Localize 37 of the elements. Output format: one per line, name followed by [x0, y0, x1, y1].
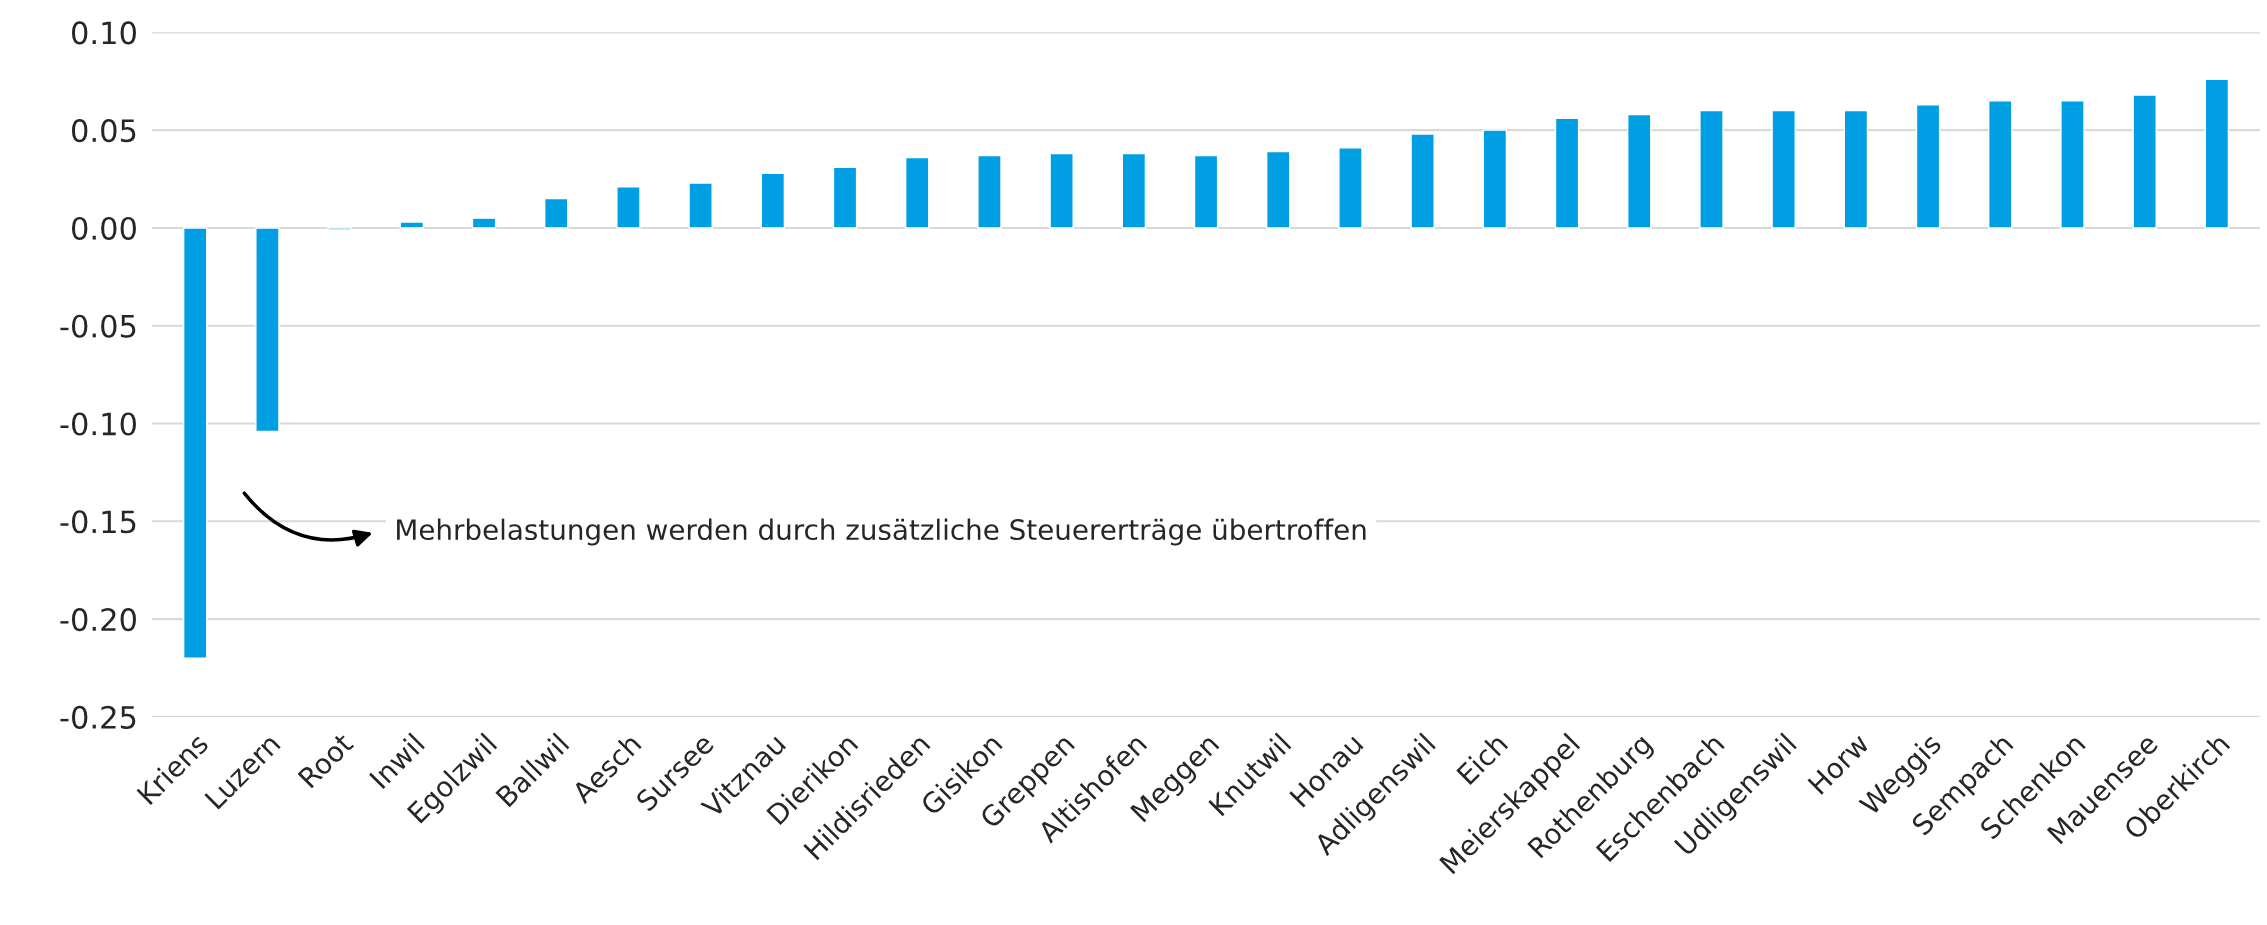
y-tick-label: -0.10: [60, 412, 136, 436]
bar: [1265, 150, 1291, 229]
bar: [543, 197, 569, 229]
bar: [1482, 129, 1508, 229]
y-tick-label: 0.00: [71, 216, 136, 240]
bar: [2060, 100, 2085, 229]
annotation: Mehrbelastungen werden durch zusätzliche Steuererträge übertroffen: [397, 518, 1366, 546]
bar: [904, 156, 930, 229]
bar: [471, 217, 497, 229]
bar: [182, 227, 208, 659]
bar: [399, 221, 425, 229]
bar: [1988, 100, 2013, 229]
bar: [1410, 133, 1435, 229]
bar: [1554, 117, 1580, 229]
y-tick-label: -0.20: [60, 608, 136, 632]
y-tick-label: 0.05: [71, 119, 136, 143]
bar: [688, 182, 713, 229]
bar: [1338, 147, 1363, 229]
bar: [1771, 109, 1796, 229]
y-tick-label: 0.10: [71, 21, 136, 45]
bar: [1699, 109, 1724, 229]
bar: [1627, 113, 1652, 229]
bar: [1193, 154, 1219, 229]
bar: [1121, 152, 1147, 229]
bar: [977, 154, 1002, 229]
bar: [832, 166, 858, 229]
bar: [1915, 104, 1941, 229]
y-tick-label: -0.25: [60, 705, 136, 729]
bar: [255, 227, 280, 433]
y-tick-label: -0.15: [60, 510, 136, 534]
bar: [1049, 152, 1074, 229]
y-tick-label: -0.05: [60, 314, 136, 338]
bar: [1843, 109, 1869, 229]
bar: [616, 186, 641, 229]
bar: [760, 172, 786, 229]
bar: [2204, 78, 2230, 229]
bar: [2132, 94, 2157, 229]
